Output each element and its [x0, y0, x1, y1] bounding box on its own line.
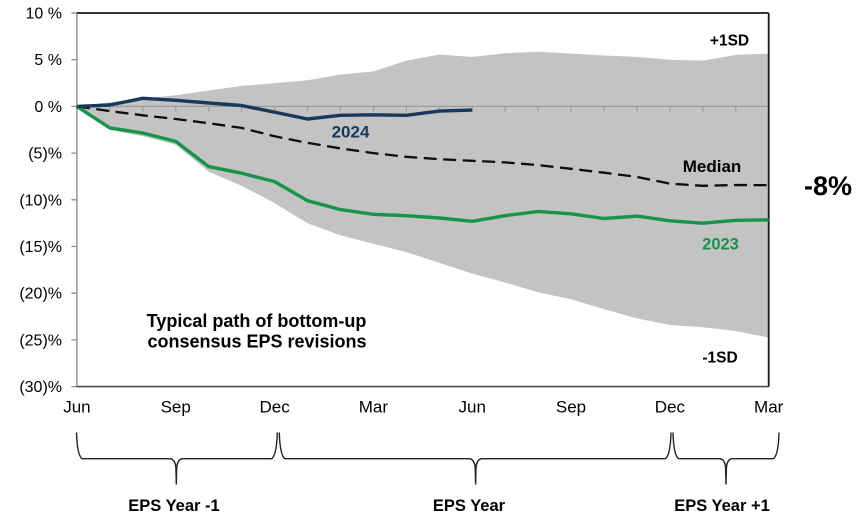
svg-text:(25)%: (25)%: [19, 332, 62, 349]
svg-text:consensus EPS revisions: consensus EPS revisions: [147, 332, 366, 352]
svg-text:5 %: 5 %: [34, 52, 62, 69]
svg-text:Sep: Sep: [161, 398, 191, 417]
svg-text:(10)%: (10)%: [19, 192, 62, 209]
svg-text:Sep: Sep: [556, 398, 586, 417]
svg-text:Dec: Dec: [259, 398, 290, 417]
svg-text:(15)%: (15)%: [19, 239, 62, 256]
svg-text:+1SD: +1SD: [710, 33, 749, 50]
svg-text:Jun: Jun: [63, 398, 90, 417]
svg-text:-1SD: -1SD: [702, 350, 737, 367]
svg-text:EPS Year +1: EPS Year +1: [674, 497, 770, 515]
svg-text:2024: 2024: [332, 123, 370, 142]
svg-text:-8%: -8%: [804, 171, 852, 201]
svg-text:0 %: 0 %: [34, 99, 62, 116]
svg-text:Mar: Mar: [359, 398, 389, 417]
svg-text:Jun: Jun: [458, 398, 485, 417]
svg-text:10 %: 10 %: [26, 6, 62, 23]
svg-text:2023: 2023: [702, 236, 739, 254]
svg-text:EPS Year -1: EPS Year -1: [128, 497, 219, 515]
svg-text:Typical path of bottom-up: Typical path of bottom-up: [147, 311, 367, 331]
svg-text:(30)%: (30)%: [19, 379, 62, 396]
svg-text:(20)%: (20)%: [19, 286, 62, 303]
svg-text:Dec: Dec: [655, 398, 686, 417]
svg-text:(5)%: (5)%: [28, 146, 62, 163]
svg-text:Mar: Mar: [754, 398, 784, 417]
svg-text:Median: Median: [683, 157, 742, 176]
svg-text:EPS Year: EPS Year: [433, 497, 506, 515]
